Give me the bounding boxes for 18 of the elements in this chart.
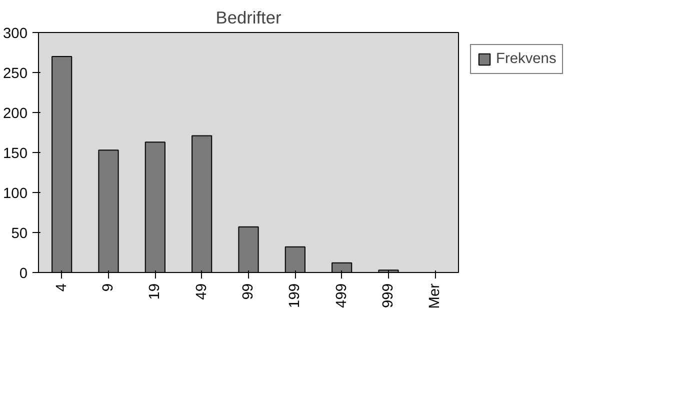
x-tick-label: 999 [380, 283, 396, 308]
x-tick-label: 4 [54, 283, 70, 292]
y-tick-label: 200 [3, 106, 28, 122]
x-tick-label: 99 [240, 283, 256, 300]
y-tick-label: 250 [3, 66, 28, 82]
y-tick-label: 50 [11, 226, 28, 242]
x-tick-label: 499 [334, 283, 350, 308]
x-tick-label: 199 [287, 283, 304, 308]
x-tick-label: 49 [194, 283, 210, 300]
y-tick-label: 300 [3, 26, 28, 42]
y-tick-label: 0 [19, 266, 28, 282]
chart-title: Bedrifter [216, 8, 282, 28]
x-tick-label: 19 [147, 283, 164, 300]
x-tick-label: Mer [427, 283, 444, 309]
y-tick-label: 150 [3, 146, 28, 162]
legend-label: Frekvens [496, 51, 556, 67]
y-tick-label: 100 [3, 186, 28, 202]
x-tick-label: 9 [100, 283, 116, 292]
